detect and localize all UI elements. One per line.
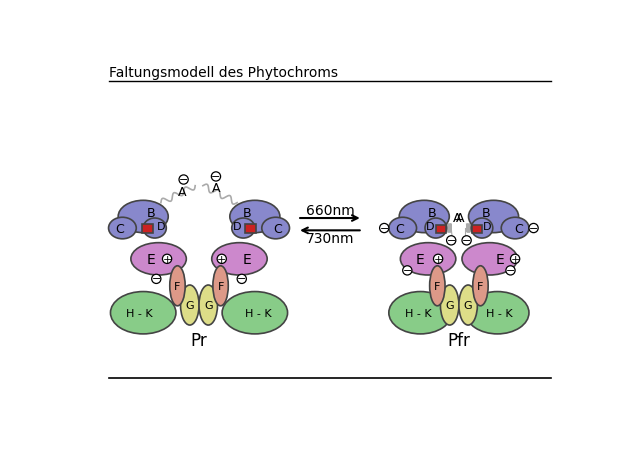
Ellipse shape [440, 285, 459, 325]
FancyBboxPatch shape [436, 225, 446, 234]
Text: A: A [456, 211, 465, 224]
Text: +: + [433, 254, 443, 264]
Circle shape [447, 236, 456, 245]
Ellipse shape [399, 201, 449, 233]
Text: −: − [179, 175, 188, 185]
Circle shape [211, 172, 221, 182]
Text: Pr: Pr [191, 331, 207, 349]
Text: D: D [426, 221, 435, 231]
Circle shape [163, 255, 172, 264]
Circle shape [152, 275, 161, 284]
Text: −: − [211, 172, 221, 182]
Ellipse shape [466, 292, 529, 334]
Text: F: F [434, 281, 440, 291]
Text: G: G [464, 300, 472, 310]
Text: G: G [204, 300, 212, 310]
Text: −: − [447, 235, 456, 245]
Text: G: G [186, 300, 194, 310]
Ellipse shape [459, 285, 477, 325]
Ellipse shape [131, 243, 186, 276]
Text: +: + [511, 254, 520, 264]
Ellipse shape [501, 218, 529, 239]
FancyBboxPatch shape [245, 225, 255, 234]
Text: −: − [237, 274, 246, 284]
Text: −: − [380, 223, 389, 233]
Ellipse shape [468, 201, 518, 233]
Circle shape [217, 255, 227, 264]
Text: −: − [403, 265, 412, 276]
Text: −: − [152, 274, 161, 284]
Text: B: B [147, 207, 156, 220]
Text: B: B [243, 207, 252, 220]
Text: A: A [212, 181, 220, 194]
Ellipse shape [213, 266, 228, 306]
Circle shape [380, 224, 389, 233]
Ellipse shape [109, 218, 136, 239]
Text: F: F [174, 281, 180, 291]
Ellipse shape [111, 292, 176, 334]
Text: H - K: H - K [486, 308, 513, 318]
Circle shape [403, 266, 412, 276]
Ellipse shape [262, 218, 289, 239]
Ellipse shape [462, 243, 517, 276]
Text: A: A [453, 211, 461, 224]
Text: Pfr: Pfr [447, 331, 470, 349]
Ellipse shape [473, 266, 488, 306]
Text: E: E [495, 252, 504, 266]
Ellipse shape [170, 266, 185, 306]
Text: H - K: H - K [245, 308, 272, 318]
Text: E: E [243, 252, 252, 266]
Ellipse shape [401, 243, 456, 276]
Text: B: B [428, 207, 436, 220]
Ellipse shape [389, 292, 452, 334]
Text: C: C [514, 222, 523, 235]
Text: 730nm: 730nm [306, 231, 354, 245]
Text: −: − [529, 223, 538, 233]
Circle shape [529, 224, 538, 233]
Text: C: C [116, 222, 124, 235]
Ellipse shape [425, 219, 447, 239]
Text: E: E [147, 252, 156, 266]
Ellipse shape [230, 201, 280, 233]
Ellipse shape [180, 285, 199, 325]
Text: C: C [396, 222, 404, 235]
Text: +: + [217, 254, 227, 264]
Circle shape [179, 175, 188, 185]
Circle shape [506, 266, 515, 276]
Ellipse shape [143, 219, 166, 239]
Ellipse shape [118, 201, 168, 233]
Text: E: E [416, 252, 425, 266]
Text: C: C [273, 222, 282, 235]
Text: +: + [163, 254, 172, 264]
Text: A: A [178, 186, 186, 199]
Text: F: F [477, 281, 484, 291]
Text: D: D [233, 221, 241, 231]
Circle shape [433, 255, 443, 264]
Text: 660nm: 660nm [305, 204, 355, 218]
Ellipse shape [222, 292, 287, 334]
Ellipse shape [212, 243, 267, 276]
Ellipse shape [429, 266, 445, 306]
Text: B: B [481, 207, 490, 220]
Circle shape [511, 255, 520, 264]
Ellipse shape [389, 218, 417, 239]
Circle shape [237, 275, 246, 284]
Text: D: D [157, 221, 165, 231]
Text: Faltungsmodell des Phytochroms: Faltungsmodell des Phytochroms [109, 66, 337, 80]
Ellipse shape [471, 219, 493, 239]
Circle shape [462, 236, 471, 245]
Text: F: F [218, 281, 224, 291]
Text: H - K: H - K [126, 308, 153, 318]
Text: −: − [506, 265, 515, 276]
Text: H - K: H - K [404, 308, 431, 318]
Text: G: G [445, 300, 454, 310]
Text: −: − [462, 235, 471, 245]
Text: D: D [483, 221, 492, 231]
Ellipse shape [232, 219, 255, 239]
Ellipse shape [199, 285, 218, 325]
FancyBboxPatch shape [472, 225, 482, 234]
FancyBboxPatch shape [143, 225, 153, 234]
